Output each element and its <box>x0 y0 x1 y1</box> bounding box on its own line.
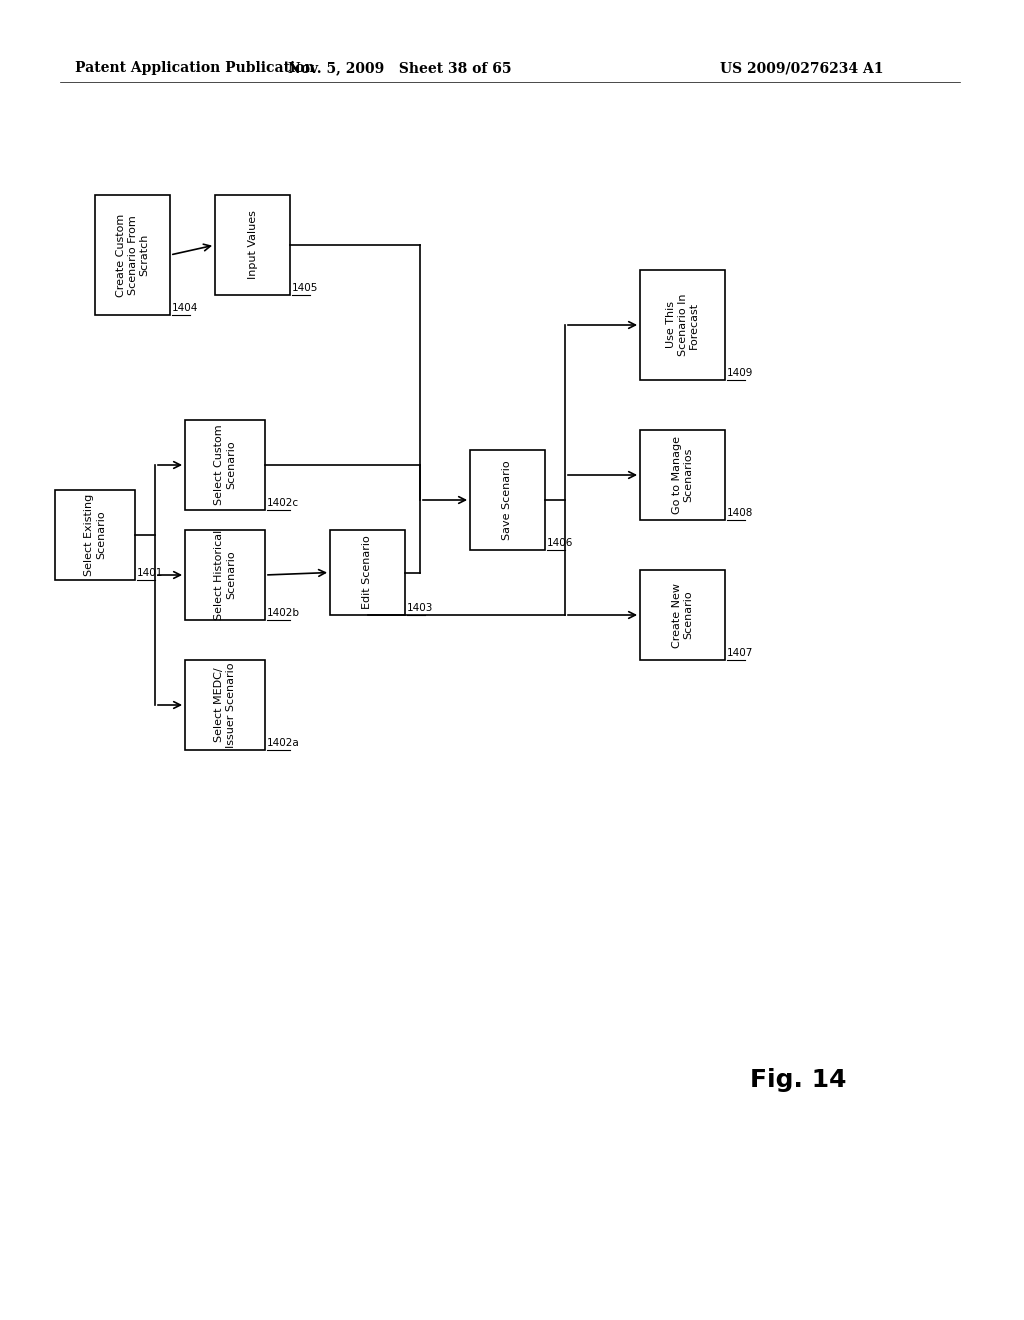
Bar <box>470 450 545 550</box>
Bar <box>55 490 135 579</box>
Text: 1405: 1405 <box>292 282 318 293</box>
Text: Select Historical
Scenario: Select Historical Scenario <box>214 529 236 620</box>
Bar <box>330 531 406 615</box>
Bar <box>95 195 170 315</box>
Text: Nov. 5, 2009   Sheet 38 of 65: Nov. 5, 2009 Sheet 38 of 65 <box>288 61 512 75</box>
Text: Select Custom
Scenario: Select Custom Scenario <box>214 425 236 506</box>
Text: Input Values: Input Values <box>248 211 257 280</box>
Text: 1402b: 1402b <box>267 609 300 618</box>
Text: Create New
Scenario: Create New Scenario <box>672 582 693 648</box>
Text: 1402a: 1402a <box>267 738 300 748</box>
Text: Patent Application Publication: Patent Application Publication <box>75 61 314 75</box>
Text: 1404: 1404 <box>172 304 199 313</box>
Text: Fig. 14: Fig. 14 <box>750 1068 847 1092</box>
Text: Create Custom
Scenario From
Scratch: Create Custom Scenario From Scratch <box>116 214 150 297</box>
Text: 1408: 1408 <box>727 508 754 517</box>
Text: Select MEDC/
Issuer Scenario: Select MEDC/ Issuer Scenario <box>214 663 236 747</box>
Text: Use This
Scenario In
Forecast: Use This Scenario In Forecast <box>666 294 699 356</box>
Text: 1403: 1403 <box>407 603 433 612</box>
Text: Edit Scenario: Edit Scenario <box>362 536 373 610</box>
Bar <box>640 430 725 520</box>
Bar <box>215 195 290 294</box>
Text: US 2009/0276234 A1: US 2009/0276234 A1 <box>720 61 884 75</box>
Bar <box>185 420 265 510</box>
Bar <box>185 531 265 620</box>
Text: 1407: 1407 <box>727 648 754 657</box>
Text: Select Existing
Scenario: Select Existing Scenario <box>84 494 105 576</box>
Text: 1402c: 1402c <box>267 498 299 508</box>
Text: 1409: 1409 <box>727 368 754 378</box>
Bar <box>185 660 265 750</box>
Bar <box>640 271 725 380</box>
Text: Save Scenario: Save Scenario <box>503 461 512 540</box>
Text: 1406: 1406 <box>547 539 573 548</box>
Text: Go to Manage
Scenarios: Go to Manage Scenarios <box>672 436 693 513</box>
Bar <box>640 570 725 660</box>
Text: 1401: 1401 <box>137 568 164 578</box>
